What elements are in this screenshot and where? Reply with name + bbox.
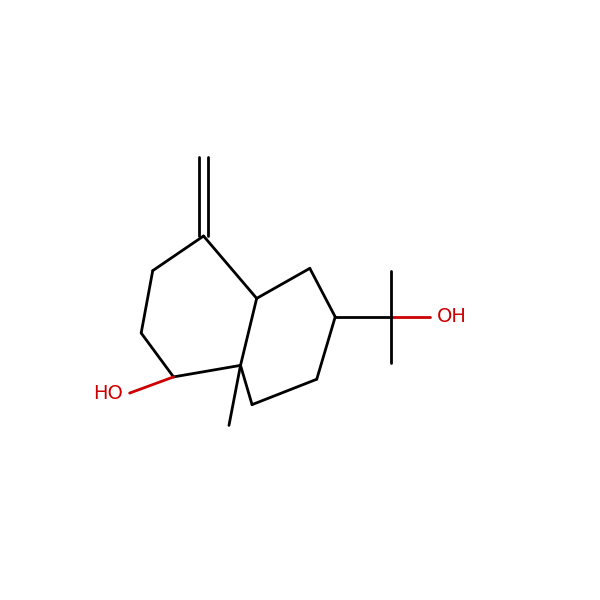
- Text: OH: OH: [437, 307, 467, 326]
- Text: HO: HO: [93, 383, 123, 403]
